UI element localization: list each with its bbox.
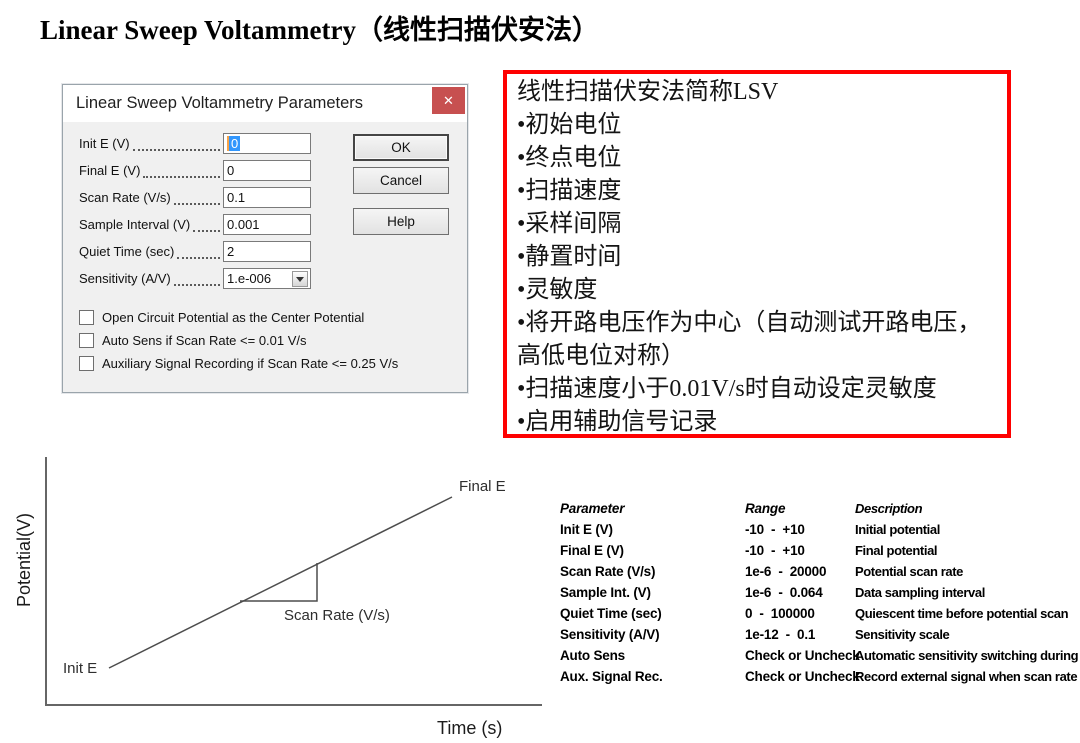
table-header-parameter: Parameter xyxy=(560,501,625,516)
lsv-parameters-dialog: Linear Sweep Voltammetry Parameters ✕ In… xyxy=(62,84,468,393)
notes-heading: 线性扫描伏安法简称LSV xyxy=(517,79,779,105)
potential-ramp-line xyxy=(108,496,453,669)
dotted-leader xyxy=(173,190,220,206)
init-e-label: Init E (V) xyxy=(79,136,130,151)
ocp-center-checkbox-label: Open Circuit Potential as the Center Pot… xyxy=(102,309,365,325)
notes-item: •启用辅助信号记录 xyxy=(517,409,718,435)
table-header-range: Range xyxy=(745,501,786,516)
ok-button[interactable]: OK xyxy=(353,134,449,161)
checkbox-row-ocp-center: Open Circuit Potential as the Center Pot… xyxy=(79,309,364,325)
auto-sens-checkbox-label: Auto Sens if Scan Rate <= 0.01 V/s xyxy=(102,332,307,348)
notes-item: •采样间隔 xyxy=(517,211,622,237)
range-cell: 0 - 100000 xyxy=(745,606,815,621)
param-cell: Init E (V) xyxy=(560,522,613,537)
scan-rate-label: Scan Rate (V/s) xyxy=(79,190,171,205)
range-cell: 1e-12 - 0.1 xyxy=(745,627,816,642)
dotted-leader xyxy=(173,271,220,287)
help-button[interactable]: Help xyxy=(353,208,449,235)
param-cell: Quiet Time (sec) xyxy=(560,606,662,621)
param-cell: Auto Sens xyxy=(560,648,625,663)
scan-rate-annotation: Scan Rate (V/s) xyxy=(284,607,390,624)
desc-cell: Sensitivity scale xyxy=(855,627,950,642)
desc-cell: Quiescent time before potential scan xyxy=(855,606,1069,621)
auto-sens-checkbox[interactable] xyxy=(79,332,94,348)
range-cell: 1e-6 - 20000 xyxy=(745,564,827,579)
desc-cell: Automatic sensitivity switching during r… xyxy=(855,648,1080,663)
field-row-final-e: Final E (V) 0 xyxy=(79,159,311,182)
final-e-label: Final E (V) xyxy=(79,163,141,178)
notes-item: •扫描速度小于0.01V/s时自动设定灵敏度 xyxy=(517,376,937,402)
notes-item: •初始电位 xyxy=(517,112,622,138)
param-cell: Aux. Signal Rec. xyxy=(560,669,663,684)
quiet-time-value: 2 xyxy=(227,244,235,259)
range-cell: Check or Uncheck xyxy=(745,669,860,684)
desc-cell: Final potential xyxy=(855,543,938,558)
param-cell: Sensitivity (A/V) xyxy=(560,627,660,642)
quiet-time-input[interactable]: 2 xyxy=(223,241,311,262)
sample-interval-label: Sample Interval (V) xyxy=(79,217,191,232)
notes-item: •静置时间 xyxy=(517,244,622,270)
close-icon: ✕ xyxy=(443,92,454,108)
x-axis-label: Time (s) xyxy=(437,718,502,738)
quiet-time-label: Quiet Time (sec) xyxy=(79,244,175,259)
field-row-scan-rate: Scan Rate (V/s) 0.1 xyxy=(79,186,311,209)
notes-item: •扫描速度 xyxy=(517,178,622,204)
param-cell: Scan Rate (V/s) xyxy=(560,564,656,579)
field-row-quiet-time: Quiet Time (sec) 2 xyxy=(79,240,311,263)
dotted-leader xyxy=(132,136,220,152)
checkbox-row-aux-signal: Auxiliary Signal Recording if Scan Rate … xyxy=(79,355,398,371)
param-cell: Sample Int. (V) xyxy=(560,585,651,600)
dialog-titlebar: Linear Sweep Voltammetry Parameters ✕ xyxy=(63,85,467,122)
sensitivity-select[interactable]: 1.e-006 xyxy=(223,268,311,289)
field-row-sensitivity: Sensitivity (A/V) 1.e-006 xyxy=(79,267,311,290)
final-e-value: 0 xyxy=(227,163,235,178)
range-cell: -10 - +10 xyxy=(745,543,805,558)
close-button[interactable]: ✕ xyxy=(432,87,465,114)
notes-item: •终点电位 xyxy=(517,145,622,171)
field-row-sample-interval: Sample Interval (V) 0.001 xyxy=(79,213,311,236)
dotted-leader xyxy=(177,244,220,260)
sensitivity-label: Sensitivity (A/V) xyxy=(79,271,171,286)
desc-cell: Initial potential xyxy=(855,522,940,537)
desc-cell: Record external signal when scan rate < … xyxy=(855,669,1080,684)
aux-signal-checkbox-label: Auxiliary Signal Recording if Scan Rate … xyxy=(102,355,399,371)
checkbox-row-auto-sens: Auto Sens if Scan Rate <= 0.01 V/s xyxy=(79,332,307,348)
sample-interval-input[interactable]: 0.001 xyxy=(223,214,311,235)
init-e-annotation: Init E xyxy=(63,660,97,677)
ocp-center-checkbox[interactable] xyxy=(79,309,94,325)
cancel-button[interactable]: Cancel xyxy=(353,167,449,194)
scan-rate-slope-triangle xyxy=(240,563,318,602)
potential-time-chart: Init E Final E Scan Rate (V/s) Potential… xyxy=(14,457,542,738)
sample-interval-value: 0.001 xyxy=(227,217,260,232)
dialog-title: Linear Sweep Voltammetry Parameters xyxy=(76,94,364,112)
desc-cell: Data sampling interval xyxy=(855,585,985,600)
init-e-value-selected: 0 xyxy=(227,136,241,151)
aux-signal-checkbox[interactable] xyxy=(79,355,94,371)
parameter-table: Parameter Range Description Init E (V) -… xyxy=(560,498,1080,687)
y-axis-label: Potential(V) xyxy=(14,513,34,607)
final-e-annotation: Final E xyxy=(459,478,506,495)
lsv-notes-box: 线性扫描伏安法简称LSV •初始电位 •终点电位 •扫描速度 •采样间隔 •静置… xyxy=(503,70,1011,438)
range-cell: 1e-6 - 0.064 xyxy=(745,585,823,600)
dotted-leader xyxy=(143,163,220,179)
dialog-body: Init E (V) 0 Final E (V) 0 Scan Rate (V/… xyxy=(63,122,467,392)
page-title: Linear Sweep Voltammetry（线性扫描伏安法） xyxy=(40,15,599,45)
scan-rate-input[interactable]: 0.1 xyxy=(223,187,311,208)
notes-item: •灵敏度 xyxy=(517,277,598,303)
param-cell: Final E (V) xyxy=(560,543,624,558)
notes-item: •将开路电压作为中心（自动测试开路电压，高低电位对称） xyxy=(517,310,982,369)
sensitivity-value: 1.e-006 xyxy=(227,271,272,286)
range-cell: Check or Uncheck xyxy=(745,648,860,663)
range-cell: -10 - +10 xyxy=(745,522,805,537)
chevron-down-icon xyxy=(292,270,308,287)
scan-rate-value: 0.1 xyxy=(227,190,246,205)
desc-cell: Potential scan rate xyxy=(855,564,963,579)
final-e-input[interactable]: 0 xyxy=(223,160,311,181)
table-header-description: Description xyxy=(855,501,923,516)
field-row-init-e: Init E (V) 0 xyxy=(79,132,311,155)
init-e-input[interactable]: 0 xyxy=(223,133,311,154)
dotted-leader xyxy=(193,217,220,233)
